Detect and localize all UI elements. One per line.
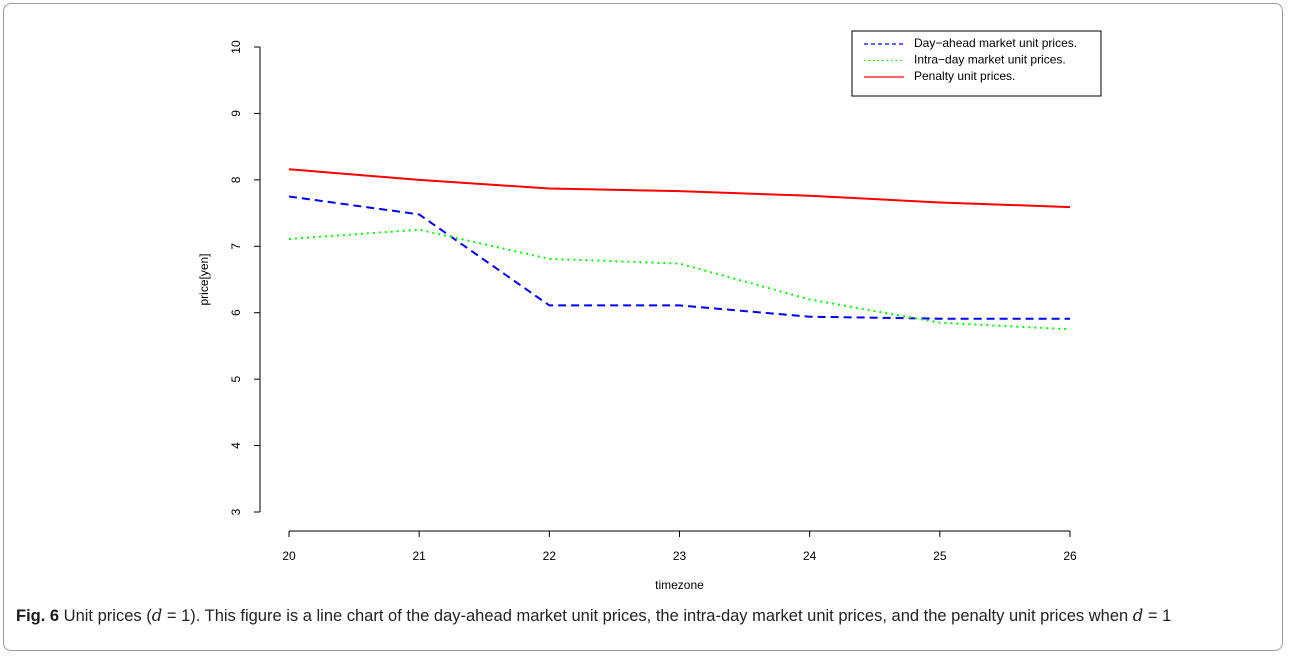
line-chart: 20 21 22 23 24 25 26 3 4 5 6 7 8 9 10 timezone price[… xyxy=(197,30,1102,592)
y-tick-label: 10 xyxy=(229,40,243,54)
legend-label-3: Penalty unit prices. xyxy=(914,69,1015,83)
chart-legend: Day−ahead market unit prices. Intra−day m… xyxy=(851,30,1102,97)
figure-caption: Fig. 6 Unit prices (d = 1). This figure … xyxy=(16,604,1266,628)
x-tick-label: 26 xyxy=(1063,549,1077,563)
y-tick-label: 4 xyxy=(229,442,243,449)
figure-frame xyxy=(3,3,1283,651)
caption-math-variable-2: d xyxy=(1132,606,1144,625)
y-tick-label: 8 xyxy=(229,176,243,183)
y-tick-label: 3 xyxy=(229,508,243,515)
series-lines xyxy=(288,168,1071,331)
y-axis: 3 4 5 6 7 8 9 10 xyxy=(229,40,261,515)
x-tick-label: 20 xyxy=(282,549,296,563)
x-tick-label: 25 xyxy=(933,549,947,563)
x-axis-label: timezone xyxy=(655,578,704,592)
figure-label: Fig. 6 xyxy=(16,607,60,625)
caption-text-before: Unit prices ( xyxy=(59,607,152,625)
series-line-1 xyxy=(288,195,1070,320)
y-tick-label: 6 xyxy=(229,309,243,316)
series-line-2 xyxy=(288,228,1071,331)
caption-math-equation: = 1 xyxy=(162,607,191,625)
y-tick-label: 5 xyxy=(229,375,243,382)
x-tick-label: 22 xyxy=(543,549,557,563)
legend-box xyxy=(851,30,1102,97)
legend-label-2: Intra−day market unit prices. xyxy=(914,53,1066,67)
caption-math-equation-2: = 1 xyxy=(1143,607,1172,625)
legend-label-1: Day−ahead market unit prices. xyxy=(914,36,1077,50)
x-tick-label: 24 xyxy=(803,549,817,563)
x-tick-label: 21 xyxy=(412,549,426,563)
x-axis: 20 21 22 23 24 25 26 xyxy=(282,530,1077,563)
caption-math-variable: d xyxy=(151,606,163,625)
y-tick-label: 7 xyxy=(229,243,243,250)
caption-text-after: ). This figure is a line chart of the da… xyxy=(190,607,1133,625)
x-tick-label: 23 xyxy=(673,549,687,563)
series-line-3 xyxy=(288,168,1071,209)
y-tick-label: 9 xyxy=(229,110,243,117)
y-axis-label: price[yen] xyxy=(197,253,211,305)
